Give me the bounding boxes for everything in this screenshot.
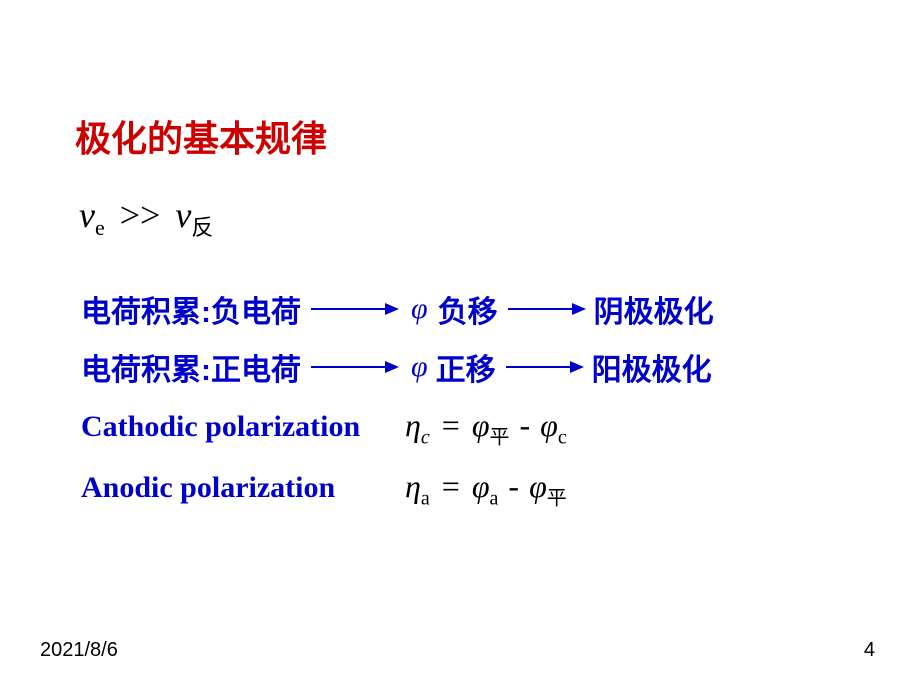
phi1-sub: 平: [490, 427, 510, 449]
phi1-sub: a: [490, 487, 499, 509]
flow1-text1: 电荷积累:负电: [81, 287, 271, 331]
anodic-label: Anodic polarization: [81, 471, 391, 505]
flow2-text3: 阳极极化: [592, 345, 712, 389]
equals-sign: =: [442, 407, 460, 443]
cathodic-equation: ηc = φ平 - φc: [405, 407, 567, 449]
phi1-var: φ: [472, 468, 490, 504]
v2-sub: 反: [191, 215, 213, 240]
phi1-var: φ: [472, 407, 490, 443]
v1-sub: e: [95, 215, 105, 240]
arrow-icon: [309, 299, 399, 319]
phi2-var: φ: [529, 468, 547, 504]
footer-date: 2021/8/6: [40, 639, 118, 662]
equals-sign: =: [442, 468, 460, 504]
minus-sign: -: [520, 407, 531, 443]
phi-symbol: φ: [411, 350, 428, 384]
anodic-equation: ηa = φa - φ平: [405, 468, 567, 510]
flow2-text1: 电荷积累:正电荷: [81, 345, 301, 389]
flow1-text3a: 阴: [594, 287, 624, 331]
eta-var: η: [405, 407, 421, 443]
flow-line-1: 电荷积累:负电荷 φ 负移 阴极极化: [75, 287, 845, 331]
anodic-line: Anodic polarization ηa = φa - φ平: [75, 468, 845, 510]
footer-page-number: 4: [864, 639, 875, 662]
cathodic-line: Cathodic polarization ηc = φ平 - φc: [75, 407, 845, 449]
eta-var: η: [405, 468, 421, 504]
slide-title: 极化的基本规律: [75, 110, 845, 162]
phi-symbol: φ: [411, 292, 428, 326]
flow-line-2: 电荷积累:正电荷 φ 正移 阳极极化: [75, 345, 845, 389]
flow1-text3b: 极极化: [624, 287, 714, 331]
eta-sub: c: [421, 427, 430, 449]
v1-var: v: [79, 195, 95, 235]
slide-container: 极化的基本规律 ve >> v反 电荷积累:负电荷 φ 负移 阴极极化 电荷积累…: [0, 0, 920, 690]
arrow-icon: [504, 357, 584, 377]
velocity-inequality: ve >> v反: [75, 194, 845, 242]
arrow-icon: [309, 357, 399, 377]
eta-sub: a: [421, 487, 430, 509]
flow1-text1b: 荷: [271, 287, 301, 331]
gg-op: >>: [120, 195, 161, 235]
v2-var: v: [175, 195, 191, 235]
arrow-icon: [506, 299, 586, 319]
phi2-sub: c: [558, 427, 567, 449]
flow2-text2: 正移: [436, 345, 496, 389]
phi2-sub: 平: [547, 487, 567, 509]
phi2-var: φ: [540, 407, 558, 443]
flow1-text2: 负移: [438, 287, 498, 331]
minus-sign: -: [508, 468, 519, 504]
cathodic-label: Cathodic polarization: [81, 410, 391, 444]
